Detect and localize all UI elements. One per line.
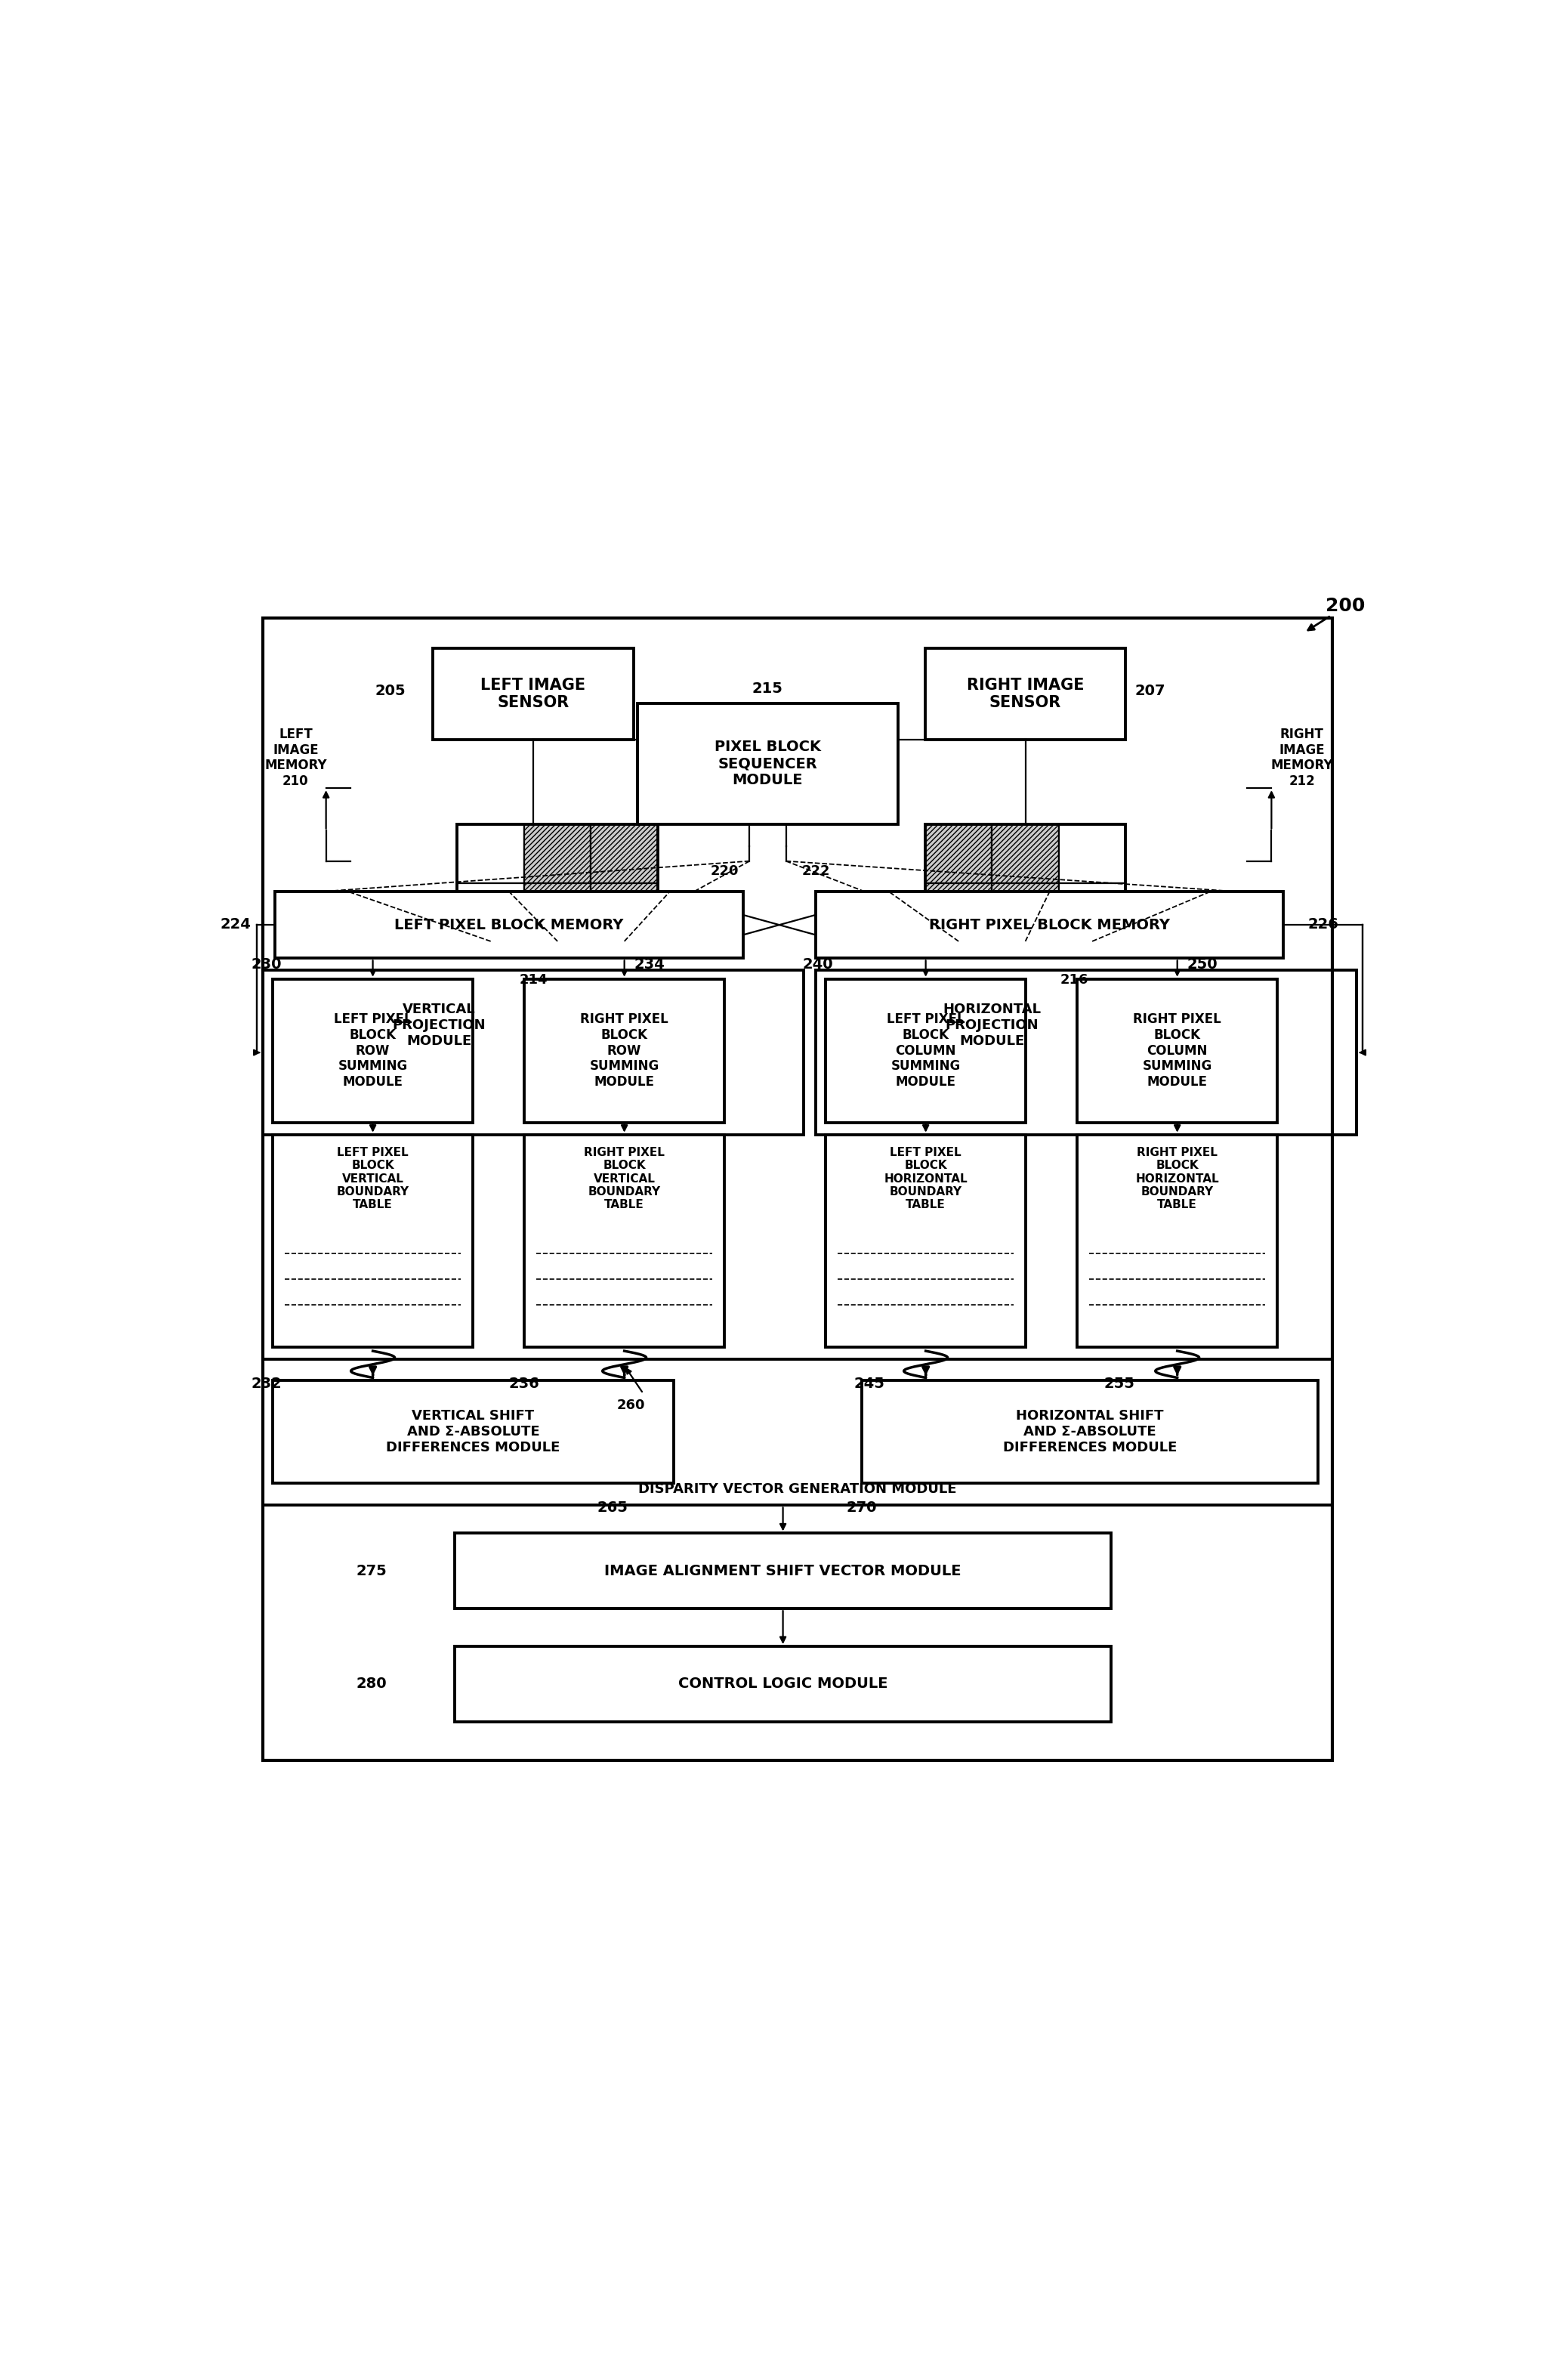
Text: 265: 265 xyxy=(597,1500,629,1514)
Text: PIXEL BLOCK
SEQUENCER
MODULE: PIXEL BLOCK SEQUENCER MODULE xyxy=(715,739,822,787)
Text: 216: 216 xyxy=(1060,973,1088,987)
Bar xyxy=(524,883,591,942)
Bar xyxy=(1077,1135,1278,1347)
Bar xyxy=(524,980,724,1123)
Text: LEFT PIXEL
BLOCK
HORIZONTAL
BOUNDARY
TABLE: LEFT PIXEL BLOCK HORIZONTAL BOUNDARY TAB… xyxy=(884,1147,967,1210)
Text: LEFT PIXEL
BLOCK
ROW
SUMMING
MODULE: LEFT PIXEL BLOCK ROW SUMMING MODULE xyxy=(334,1013,412,1088)
Text: LEFT
IMAGE
MEMORY
210: LEFT IMAGE MEMORY 210 xyxy=(265,728,326,789)
Bar xyxy=(925,824,1126,942)
Text: 207: 207 xyxy=(1135,683,1165,697)
Bar xyxy=(993,824,1058,883)
Text: 270: 270 xyxy=(847,1500,877,1514)
Bar xyxy=(825,1135,1025,1347)
Text: RIGHT PIXEL
BLOCK
COLUMN
SUMMING
MODULE: RIGHT PIXEL BLOCK COLUMN SUMMING MODULE xyxy=(1134,1013,1221,1088)
Bar xyxy=(815,893,1284,958)
Bar xyxy=(455,1646,1112,1722)
Text: RIGHT
IMAGE
MEMORY
212: RIGHT IMAGE MEMORY 212 xyxy=(1270,728,1333,789)
Bar xyxy=(263,1359,1333,1505)
Text: VERTICAL SHIFT
AND Σ-ABSOLUTE
DIFFERENCES MODULE: VERTICAL SHIFT AND Σ-ABSOLUTE DIFFERENCE… xyxy=(386,1408,560,1455)
Bar xyxy=(1058,883,1126,942)
Bar xyxy=(273,1380,674,1484)
Bar xyxy=(591,824,659,883)
Bar xyxy=(458,824,524,883)
Bar xyxy=(458,883,524,942)
Bar xyxy=(925,824,993,883)
Text: 240: 240 xyxy=(803,956,834,973)
Text: HORIZONTAL
PROJECTION
MODULE: HORIZONTAL PROJECTION MODULE xyxy=(942,1003,1041,1048)
Text: RIGHT PIXEL BLOCK MEMORY: RIGHT PIXEL BLOCK MEMORY xyxy=(930,918,1170,933)
Text: 245: 245 xyxy=(855,1378,884,1392)
Bar xyxy=(1077,980,1278,1123)
Text: RIGHT PIXEL
BLOCK
HORIZONTAL
BOUNDARY
TABLE: RIGHT PIXEL BLOCK HORIZONTAL BOUNDARY TA… xyxy=(1135,1147,1218,1210)
Text: 234: 234 xyxy=(633,956,665,973)
Text: RIGHT PIXEL
BLOCK
ROW
SUMMING
MODULE: RIGHT PIXEL BLOCK ROW SUMMING MODULE xyxy=(580,1013,668,1088)
Text: 275: 275 xyxy=(356,1564,387,1578)
Text: LEFT PIXEL
BLOCK
VERTICAL
BOUNDARY
TABLE: LEFT PIXEL BLOCK VERTICAL BOUNDARY TABLE xyxy=(337,1147,409,1210)
Text: IMAGE ALIGNMENT SHIFT VECTOR MODULE: IMAGE ALIGNMENT SHIFT VECTOR MODULE xyxy=(605,1564,961,1578)
Bar xyxy=(637,704,898,824)
Bar xyxy=(263,617,1333,1762)
Text: RIGHT PIXEL
BLOCK
VERTICAL
BOUNDARY
TABLE: RIGHT PIXEL BLOCK VERTICAL BOUNDARY TABL… xyxy=(583,1147,665,1210)
Bar xyxy=(455,1533,1112,1608)
Bar xyxy=(825,980,1025,1123)
Text: 214: 214 xyxy=(519,973,547,987)
Text: 255: 255 xyxy=(1104,1378,1135,1392)
Bar xyxy=(993,883,1058,942)
Bar xyxy=(273,1135,474,1347)
Bar xyxy=(524,824,591,883)
Bar xyxy=(925,648,1126,739)
Text: 236: 236 xyxy=(508,1378,539,1392)
Text: 232: 232 xyxy=(251,1378,282,1392)
Text: 224: 224 xyxy=(220,916,251,933)
Text: VERTICAL
PROJECTION
MODULE: VERTICAL PROJECTION MODULE xyxy=(392,1003,486,1048)
Text: 260: 260 xyxy=(616,1399,644,1413)
Bar xyxy=(458,824,659,942)
Text: RIGHT IMAGE
SENSOR: RIGHT IMAGE SENSOR xyxy=(966,678,1083,711)
Bar xyxy=(274,893,743,958)
Text: 230: 230 xyxy=(251,956,282,973)
Text: 222: 222 xyxy=(801,864,829,878)
Text: DISPARITY VECTOR GENERATION MODULE: DISPARITY VECTOR GENERATION MODULE xyxy=(638,1481,956,1495)
Text: 280: 280 xyxy=(356,1677,387,1691)
Text: HORIZONTAL SHIFT
AND Σ-ABSOLUTE
DIFFERENCES MODULE: HORIZONTAL SHIFT AND Σ-ABSOLUTE DIFFEREN… xyxy=(1004,1408,1176,1455)
Bar xyxy=(433,648,633,739)
Text: LEFT PIXEL BLOCK MEMORY: LEFT PIXEL BLOCK MEMORY xyxy=(394,918,624,933)
Text: CONTROL LOGIC MODULE: CONTROL LOGIC MODULE xyxy=(677,1677,887,1691)
Bar xyxy=(524,1135,724,1347)
Bar xyxy=(1058,824,1126,883)
Text: 226: 226 xyxy=(1308,916,1339,933)
Text: 200: 200 xyxy=(1327,596,1366,615)
Text: 205: 205 xyxy=(375,683,406,697)
Bar xyxy=(591,883,659,942)
Bar xyxy=(862,1380,1317,1484)
Bar xyxy=(273,980,474,1123)
Bar xyxy=(815,970,1356,1135)
Bar xyxy=(263,970,804,1135)
Text: 220: 220 xyxy=(710,864,739,878)
Text: 250: 250 xyxy=(1187,956,1217,973)
Text: LEFT PIXEL
BLOCK
COLUMN
SUMMING
MODULE: LEFT PIXEL BLOCK COLUMN SUMMING MODULE xyxy=(886,1013,964,1088)
Text: 215: 215 xyxy=(751,681,782,695)
Text: LEFT IMAGE
SENSOR: LEFT IMAGE SENSOR xyxy=(481,678,586,711)
Bar xyxy=(925,883,993,942)
